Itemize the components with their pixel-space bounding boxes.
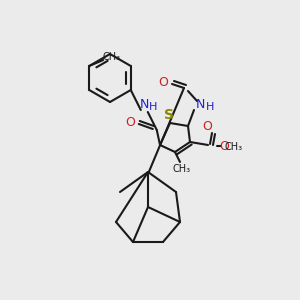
Text: O: O <box>219 140 229 154</box>
Text: H: H <box>206 102 214 112</box>
Text: H: H <box>148 102 157 112</box>
Text: O: O <box>125 116 135 130</box>
Text: CH₃: CH₃ <box>225 142 243 152</box>
Text: N: N <box>140 98 149 110</box>
Text: CH₃: CH₃ <box>173 164 191 174</box>
Text: CH₃: CH₃ <box>102 52 120 62</box>
Text: O: O <box>202 121 212 134</box>
Text: S: S <box>164 108 174 122</box>
Text: N: N <box>195 98 205 110</box>
Text: O: O <box>158 76 168 88</box>
